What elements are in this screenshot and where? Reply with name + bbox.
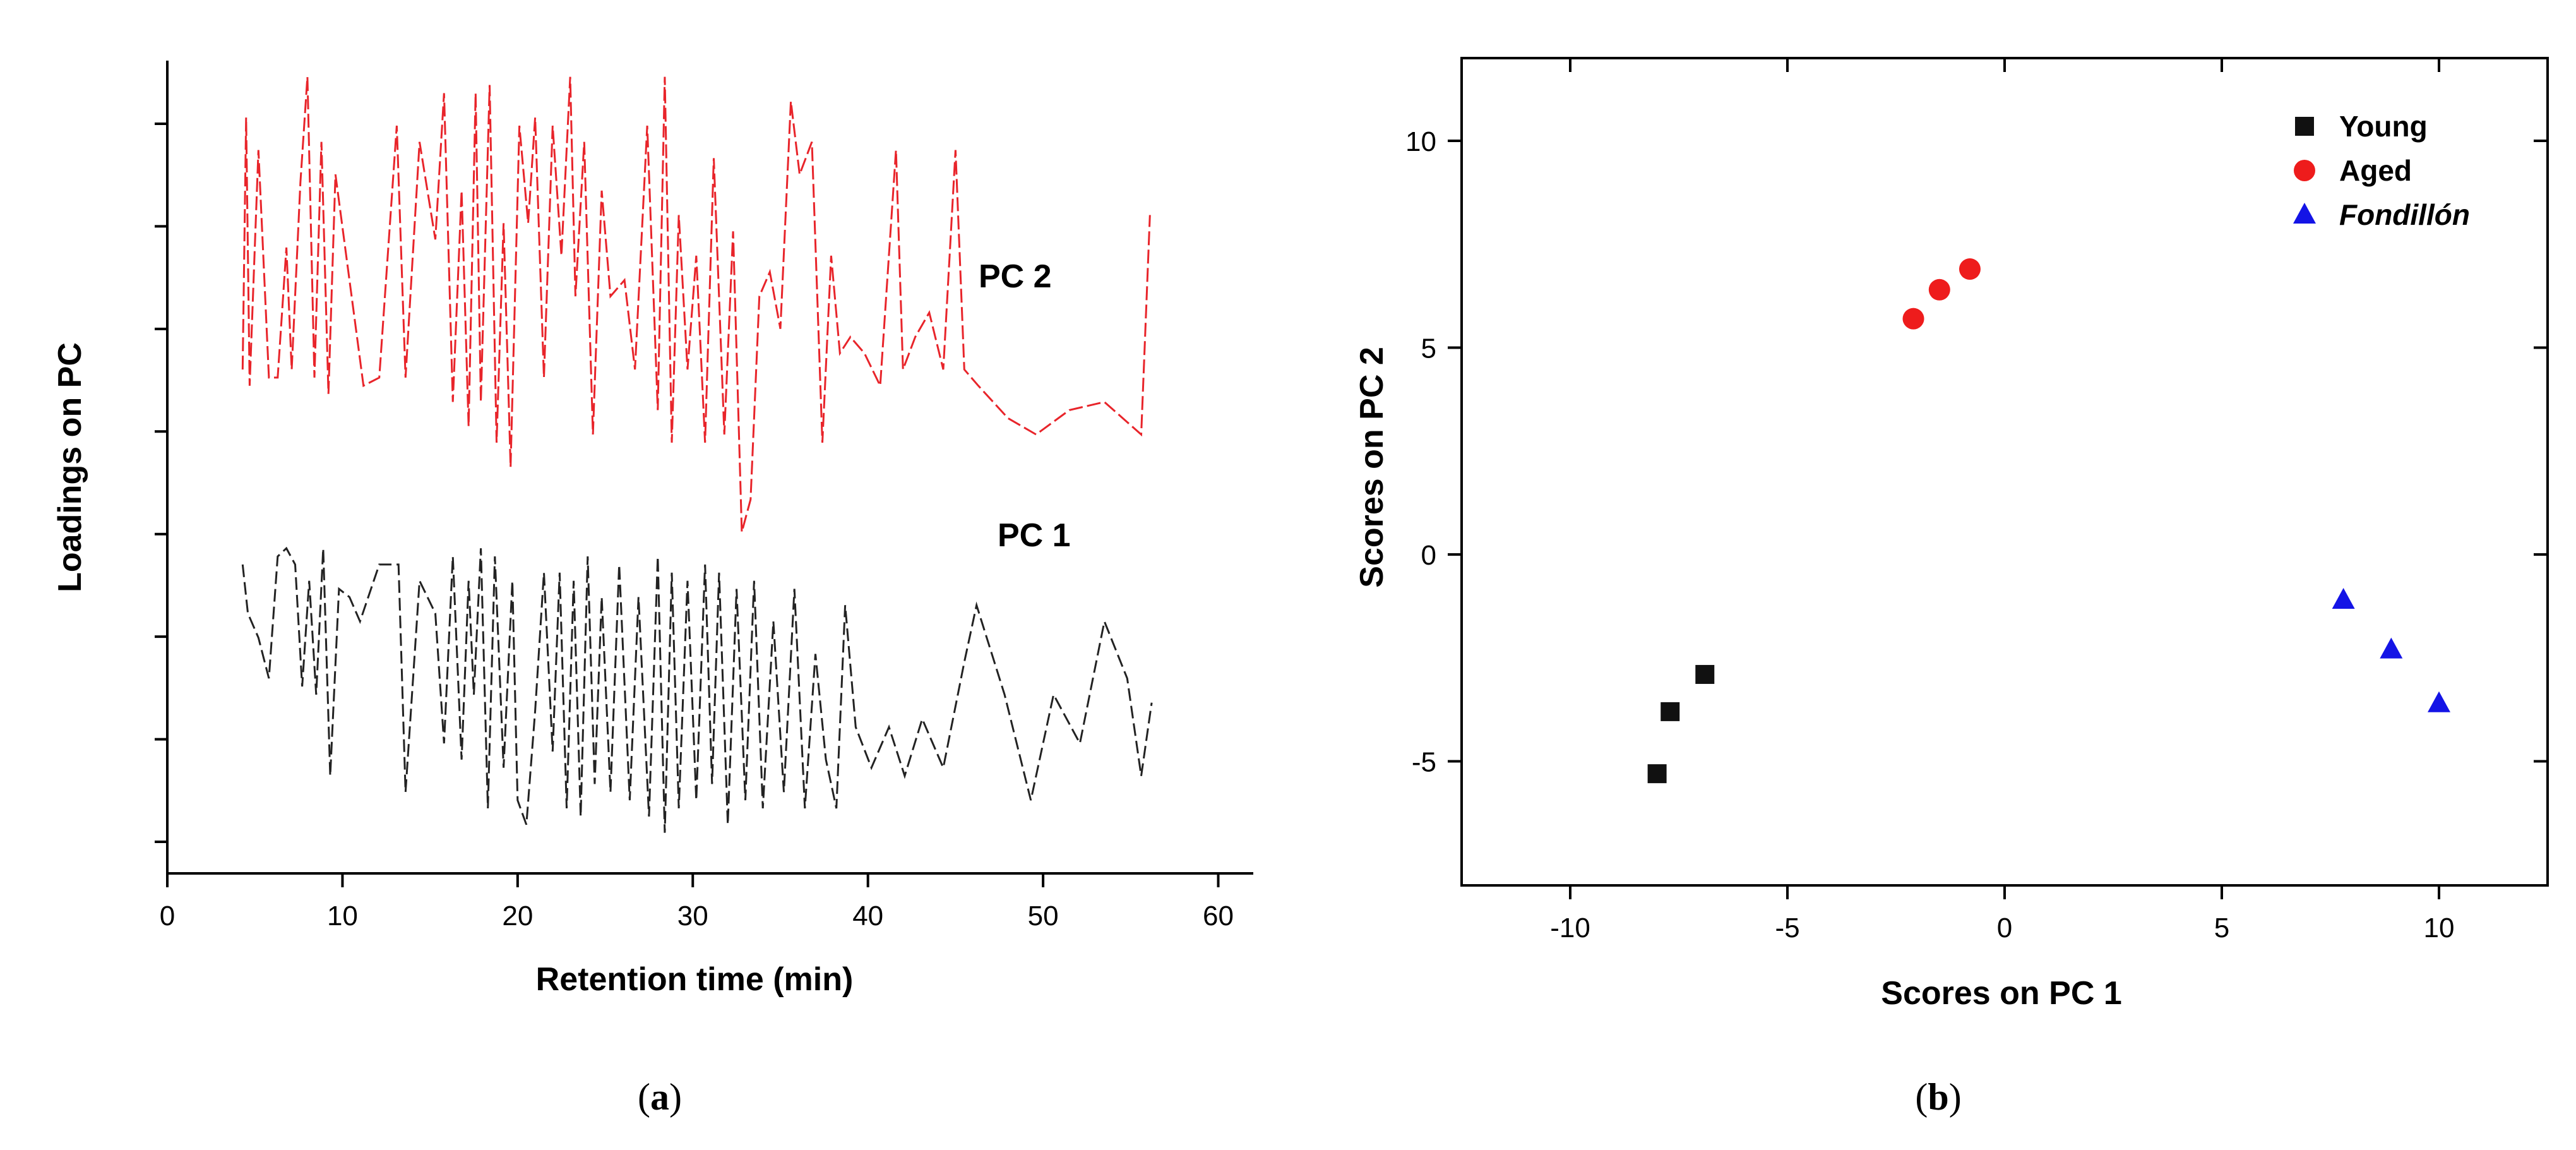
loadings-chart: 0 10 20 30 40 50 60 PC 2 PC 1 Retention time (… <box>52 61 1253 1118</box>
legend: Young Aged Fondillón <box>2293 110 2470 231</box>
a-x-tick-label: 0 <box>160 901 175 931</box>
b-y-tick-label: 0 <box>1421 540 1436 571</box>
fondillon-point <box>2380 637 2403 659</box>
a-x-tick-label: 50 <box>1028 901 1059 931</box>
legend-young-marker <box>2295 117 2314 136</box>
b-x-tick-label: 0 <box>1997 913 2012 943</box>
b-x-ticks: -10 -5 0 5 10 <box>1550 58 2454 943</box>
a-x-axis-title: Retention time (min) <box>536 961 854 998</box>
a-x-tick-label: 20 <box>502 901 533 931</box>
b-x-tick-label: 10 <box>2424 913 2455 943</box>
aged-point <box>1928 279 1950 301</box>
b-y-axis-title: Scores on PC 2 <box>1354 347 1390 587</box>
b-caption: (b) <box>1915 1076 1961 1118</box>
a-caption: (a) <box>638 1076 682 1118</box>
b-caption-open: ( <box>1915 1076 1928 1118</box>
young-point <box>1695 664 1715 684</box>
legend-fondillon-label: Fondillón <box>2339 198 2470 231</box>
b-y-tick-label: 10 <box>1405 126 1436 157</box>
scores-chart: -10 -5 0 5 10 -5 0 5 10 Young Aged Fondillón Scor… <box>1354 57 2549 1118</box>
b-y-tick-label: -5 <box>1412 747 1436 778</box>
fondillon-point <box>2428 691 2450 712</box>
a-series-layer <box>241 76 1153 833</box>
a-y-axis-title: Loadings on PC <box>52 342 88 592</box>
b-y-ticks: -5 0 5 10 <box>1405 126 2548 778</box>
b-caption-close: ) <box>1949 1076 1962 1118</box>
b-x-tick-label: -10 <box>1550 913 1590 943</box>
young-point <box>1647 764 1667 784</box>
aged-point <box>1902 308 1924 330</box>
b-x-tick-label: 5 <box>2214 913 2229 943</box>
b-y-tick-label: 5 <box>1421 333 1436 364</box>
legend-young-label: Young <box>2339 110 2428 143</box>
young-point <box>1661 702 1680 721</box>
a-caption-letter: a <box>650 1076 669 1118</box>
pc2-loadings-line <box>241 76 1151 532</box>
b-points-layer <box>1647 258 2450 784</box>
pc2-series-label: PC 2 <box>979 258 1052 295</box>
a-caption-close: ) <box>669 1076 682 1118</box>
a-x-ticks: 0 10 20 30 40 50 60 <box>160 873 1234 931</box>
legend-aged-label: Aged <box>2339 154 2412 187</box>
b-x-axis-title: Scores on PC 1 <box>1881 975 2121 1012</box>
a-x-tick-label: 30 <box>677 901 708 931</box>
a-caption-open: ( <box>638 1076 650 1118</box>
pc1-loadings-line <box>241 546 1153 833</box>
a-x-tick-label: 10 <box>327 901 358 931</box>
a-x-tick-label: 40 <box>852 901 883 931</box>
aged-point <box>1959 258 1981 280</box>
panel-a: 0 10 20 30 40 50 60 PC 2 PC 1 Retention time (… <box>0 0 1288 1147</box>
a-y-ticks <box>155 123 167 843</box>
a-x-tick-label: 60 <box>1203 901 1234 931</box>
panel-b: -10 -5 0 5 10 -5 0 5 10 Young Aged Fondillón Scor… <box>1288 0 2576 1147</box>
pc1-series-label: PC 1 <box>998 517 1071 554</box>
b-caption-letter: b <box>1928 1076 1948 1118</box>
legend-aged-marker <box>2294 160 2315 181</box>
legend-fondillon-marker <box>2293 203 2316 224</box>
b-x-tick-label: -5 <box>1775 913 1799 943</box>
fondillon-point <box>2332 588 2355 609</box>
